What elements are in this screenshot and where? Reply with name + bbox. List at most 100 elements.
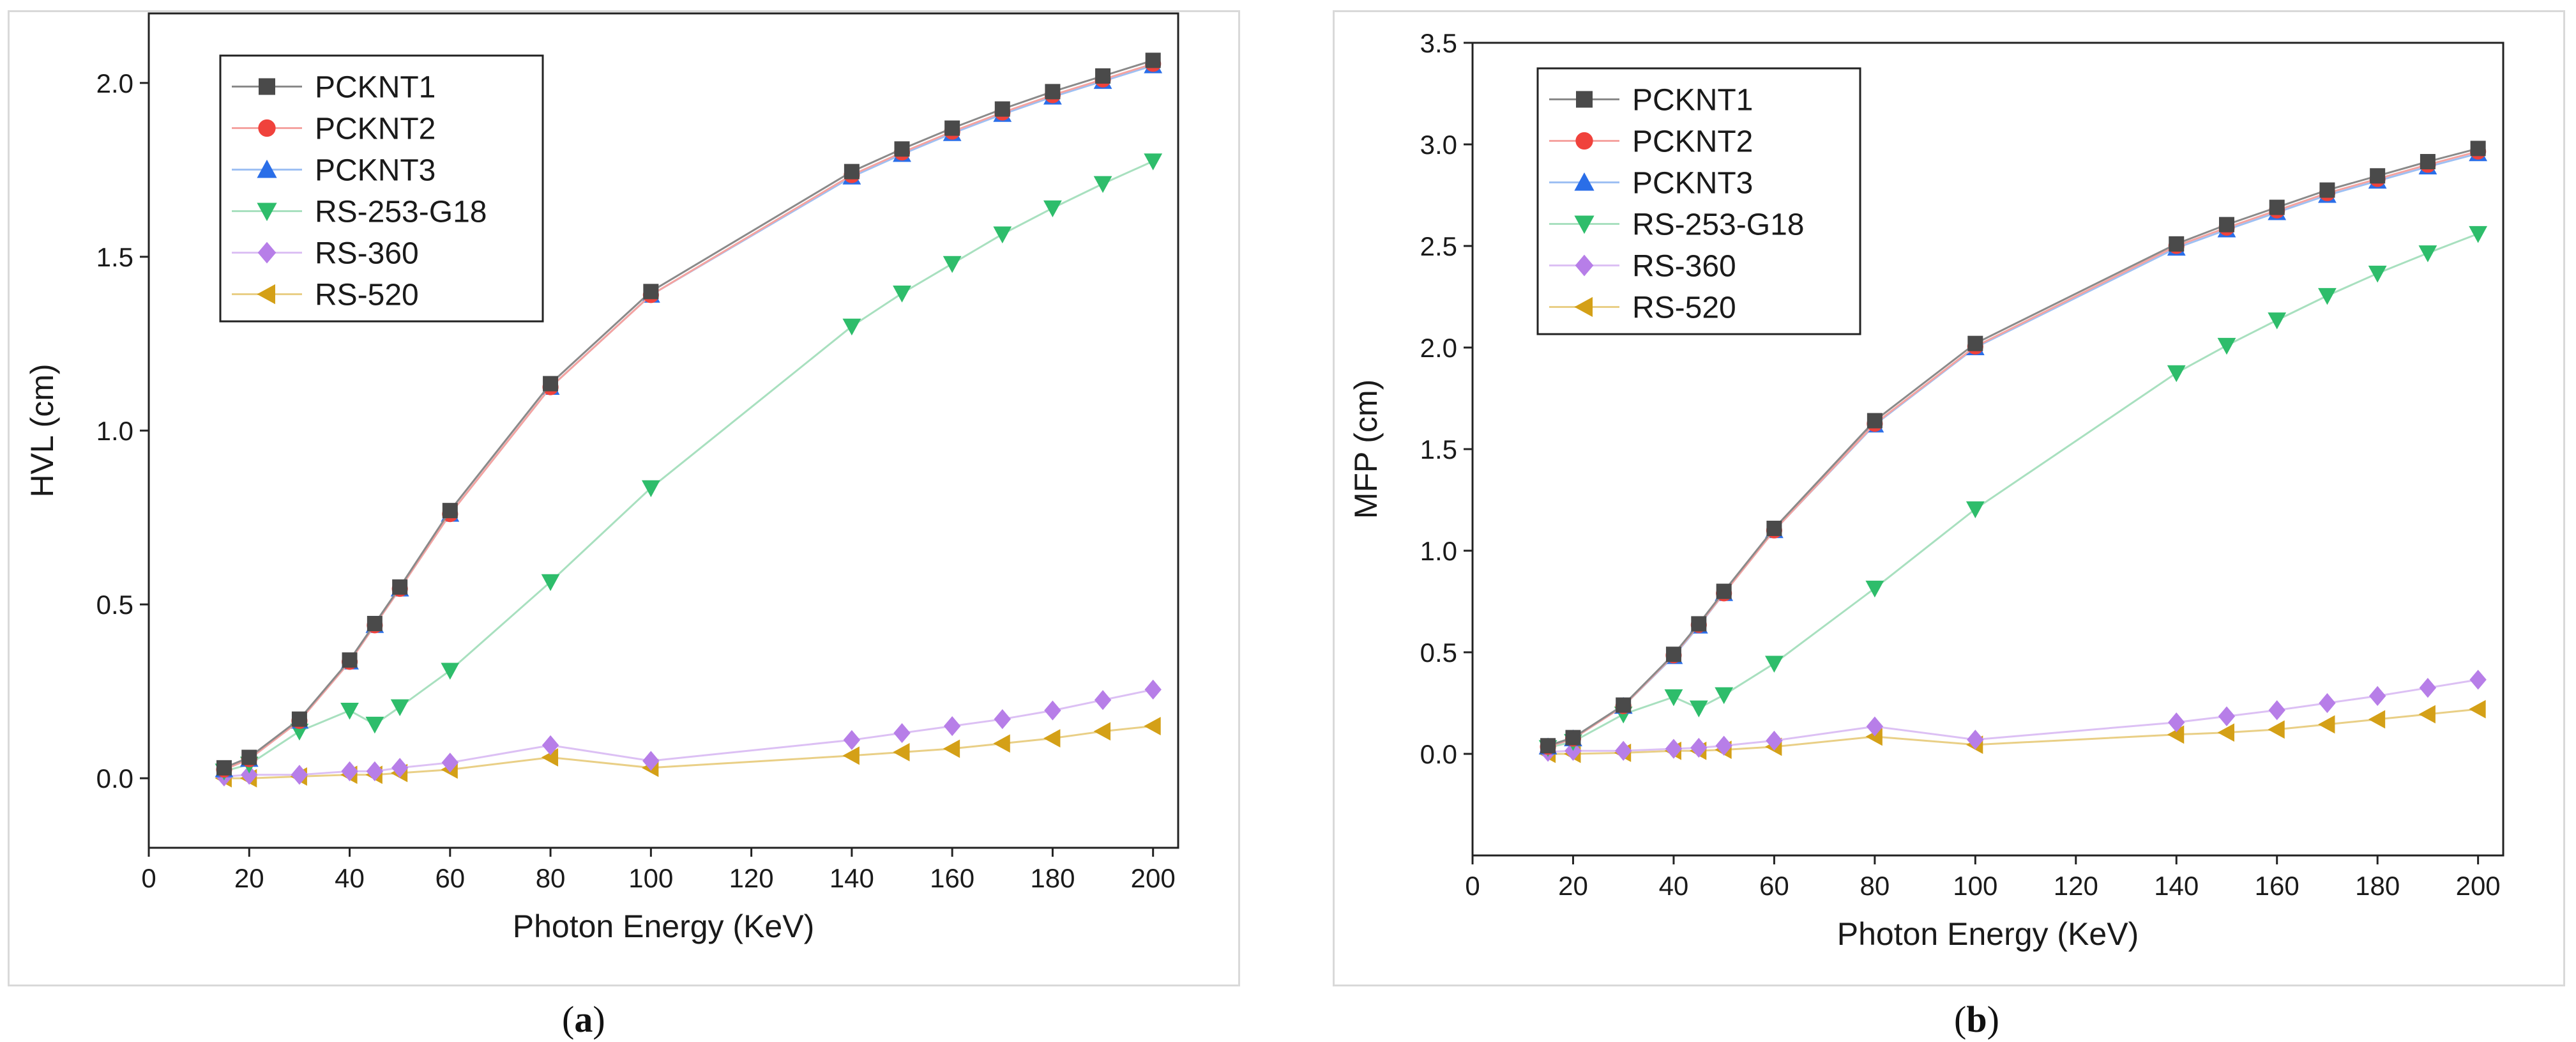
y-tick-label: 2.0 [1420,333,1457,363]
data-point-pcknt1 [1665,647,1681,663]
x-tick-label: 20 [1558,871,1588,901]
data-point-pcknt1 [291,711,307,727]
x-axis-title: Photon Energy (KeV) [513,908,815,944]
data-point-pcknt1 [1145,52,1161,68]
data-point-rs-360 [994,709,1011,730]
data-point-rs-253-g18 [641,480,660,498]
data-point-rs-253-g18 [2167,365,2186,383]
data-point-rs-253-g18 [365,716,384,734]
data-point-pcknt1 [643,284,659,300]
x-tick-label: 160 [2255,871,2299,901]
data-point-rs-520 [1144,717,1161,735]
x-tick-label: 20 [234,863,264,893]
data-point-pcknt1 [2269,199,2285,215]
data-point-rs-360 [2218,706,2236,726]
data-point-rs-253-g18 [1966,501,1985,519]
series-line-rs-360 [224,688,1154,778]
data-point-rs-520 [2268,720,2285,739]
y-axis-title: MFP (cm) [1348,379,1384,519]
data-point-rs-253-g18 [842,318,861,336]
legend-label-pcknt2: PCKNT2 [315,112,436,146]
x-tick-label: 200 [1131,863,1176,893]
data-point-pcknt1 [1565,730,1581,746]
data-point-rs-253-g18 [1689,700,1708,717]
data-point-pcknt1 [241,749,257,765]
data-point-rs-360 [1665,739,1683,759]
data-point-rs-253-g18 [2368,265,2387,283]
legend-box [1536,67,1861,335]
legend-box [219,54,544,323]
x-tick-label: 60 [435,863,465,893]
series-line-rs-520 [1548,708,2478,755]
data-point-rs-253-g18 [441,663,460,680]
data-point-rs-253-g18 [340,703,359,720]
legend-marker-pcknt1 [1576,91,1593,108]
x-tick-label: 160 [930,863,974,893]
series-pcknt1 [1540,141,2486,754]
y-tick-label: 1.5 [1420,434,1457,464]
data-point-rs-520 [2167,725,2185,744]
series-line-rs-253-g18 [224,160,1154,772]
x-tick-label: 80 [536,863,566,893]
data-point-rs-360 [2168,712,2185,733]
data-point-rs-360 [1766,730,1783,751]
data-point-rs-360 [1690,737,1708,758]
series-line-rs-520 [224,725,1153,779]
legend-marker-rs-360 [1575,254,1594,277]
data-point-pcknt1 [367,616,383,632]
data-point-pcknt1 [1045,84,1061,100]
y-tick-label: 2.5 [1420,231,1457,261]
data-point-rs-520 [993,734,1010,753]
data-point-pcknt1 [543,376,559,392]
caption-b-letter: b [1966,999,1987,1040]
data-point-rs-253-g18 [1093,176,1112,194]
data-point-rs-253-g18 [1865,580,1884,598]
data-point-rs-253-g18 [1144,153,1163,171]
y-tick-label: 2.0 [96,68,133,98]
x-tick-label: 140 [830,863,874,893]
x-tick-label: 0 [1465,871,1480,901]
data-point-pcknt1 [1766,521,1782,537]
data-point-rs-360 [893,723,911,744]
legend-label-pcknt1: PCKNT1 [315,71,436,105]
y-tick-label: 0.5 [1420,638,1457,668]
legend-label-rs-253-g18: RS-253-G18 [315,195,487,229]
data-point-rs-360 [843,730,861,750]
data-point-rs-253-g18 [993,226,1012,243]
legend-marker-pcknt3 [1574,172,1595,191]
data-point-pcknt1 [894,141,910,157]
x-tick-label: 200 [2456,871,2501,901]
data-point-rs-253-g18 [2268,312,2287,330]
data-point-rs-360 [366,761,384,781]
data-point-rs-253-g18 [893,286,911,303]
data-point-pcknt1 [1867,413,1883,429]
x-tick-label: 180 [2355,871,2400,901]
chart-panel-a: 0 20 40 60 80 100 120 140 160 180 200 0.0 0.5 1.0 1.5 2… [8,10,1240,986]
legend-marker-rs-520 [257,284,275,305]
legend-label-pcknt3: PCKNT3 [1632,167,1753,201]
data-point-rs-360 [1044,700,1061,721]
data-point-pcknt1 [2169,236,2185,252]
data-point-rs-520 [541,748,559,767]
x-axis-title: Photon Energy (KeV) [1837,916,2139,952]
x-tick-label: 40 [1659,871,1689,901]
data-point-rs-253-g18 [2217,337,2236,355]
data-point-rs-520 [893,742,910,762]
data-point-rs-360 [441,753,459,773]
y-tick-label: 1.0 [1420,536,1457,566]
data-point-rs-360 [341,761,358,781]
legend: PCKNT1 PCKNT2 PCKNT3 RS-253-G18 RS-360 RS-520 [1536,67,1861,335]
legend-label-rs-253-g18: RS-253-G18 [1632,208,1804,242]
data-point-rs-253-g18 [1664,689,1683,707]
data-point-rs-360 [1144,679,1162,700]
data-point-rs-360 [642,751,660,771]
x-tick-label: 100 [628,863,673,893]
data-point-pcknt1 [1691,616,1707,632]
data-point-pcknt1 [342,652,358,668]
data-point-rs-360 [241,765,258,785]
legend-label-rs-360: RS-360 [315,237,419,271]
mfp-chart: 0 20 40 60 80 100 120 140 160 180 200 0.0 0.5 1.0 1.5 2… [1348,28,2504,952]
data-point-pcknt1 [2370,168,2386,184]
data-point-pcknt1 [1716,583,1732,599]
data-point-rs-253-g18 [1043,200,1062,218]
